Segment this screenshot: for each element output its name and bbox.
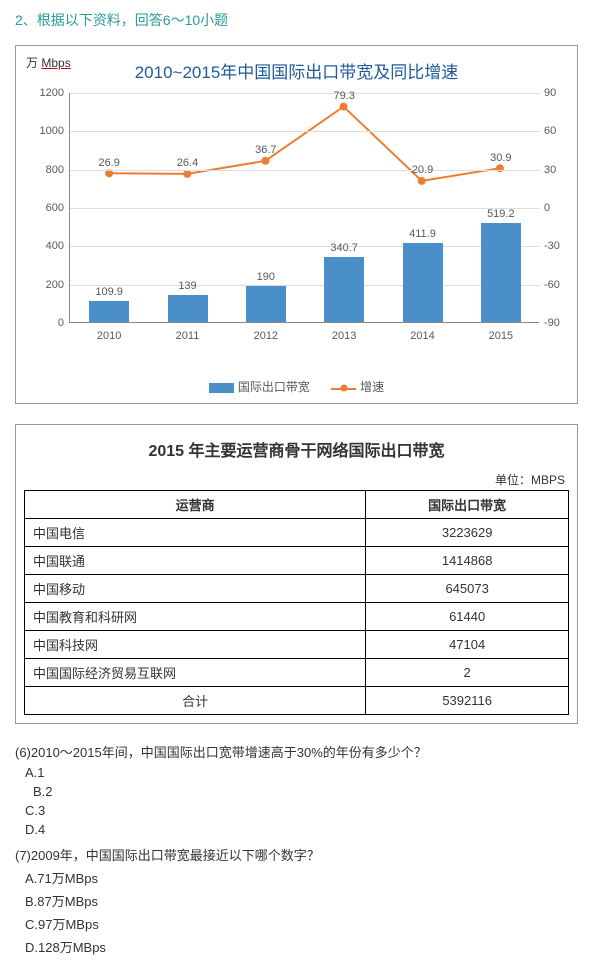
cell: 5392116: [366, 687, 569, 715]
bar-label: 190: [236, 271, 296, 283]
y-axis-left: 120010008006004002000: [34, 93, 64, 323]
table-total-row: 合计5392116: [25, 687, 569, 715]
cell: 中国移动: [25, 575, 366, 603]
bar: [168, 295, 208, 322]
cell: 3223629: [366, 519, 569, 547]
table-row: 中国电信3223629: [25, 519, 569, 547]
table-row: 中国教育和科研网61440: [25, 603, 569, 631]
line-point-label: 79.3: [333, 90, 354, 102]
table-unit: 单位：MBPS: [24, 471, 569, 488]
table-row: 中国国际经济贸易互联网2: [25, 659, 569, 687]
cell: 中国教育和科研网: [25, 603, 366, 631]
x-label: 2015: [471, 330, 531, 342]
table-row: 中国移动645073: [25, 575, 569, 603]
x-label: 2012: [236, 330, 296, 342]
legend-bar-label: 国际出口带宽: [238, 380, 310, 394]
option: D.4: [25, 822, 578, 837]
cell: 合计: [25, 687, 366, 715]
question-6: (6)2010～2015年间，中国国际出口宽带增速高于30%的年份有多少个？: [15, 742, 578, 761]
chart-title: 2010~2015年中国国际出口带宽及同比增速: [24, 58, 569, 83]
cell: 1414868: [366, 547, 569, 575]
y-axis-right: 9060300-30-60-90: [544, 93, 569, 323]
chart-legend: 国际出口带宽 增速: [24, 378, 569, 395]
x-label: 2013: [314, 330, 374, 342]
option: D.128万MBps: [25, 937, 578, 956]
line-point-label: 26.9: [98, 157, 119, 169]
y-axis-unit: 万 Mbps: [26, 54, 71, 71]
bar: [246, 286, 286, 322]
option: C.97万MBps: [25, 914, 578, 933]
bar-label: 340.7: [314, 242, 374, 254]
bar-label: 519.2: [471, 208, 531, 220]
bar: [403, 243, 443, 322]
bar: [481, 223, 521, 323]
table-header: 运营商: [25, 491, 366, 519]
bar-label: 139: [158, 280, 218, 292]
bandwidth-chart: 万 Mbps 2010~2015年中国国际出口带宽及同比增速 120010008…: [15, 45, 578, 404]
cell: 中国科技网: [25, 631, 366, 659]
operator-table-section: 2015 年主要运营商骨干网络国际出口带宽 单位：MBPS 运营商 国际出口带宽…: [15, 424, 578, 724]
line-point-label: 30.9: [490, 152, 511, 164]
cell: 47104: [366, 631, 569, 659]
legend-bar-icon: [209, 383, 234, 393]
bar-label: 411.9: [393, 228, 453, 240]
x-label: 2010: [79, 330, 139, 342]
line-point-label: 20.9: [412, 164, 433, 176]
cell: 中国电信: [25, 519, 366, 547]
cell: 61440: [366, 603, 569, 631]
option: A.71万MBps: [25, 868, 578, 887]
table-title: 2015 年主要运营商骨干网络国际出口带宽: [24, 437, 569, 461]
plot-area: 109.9201026.9139201126.4190201236.7340.7…: [69, 93, 539, 323]
table-header: 国际出口带宽: [366, 491, 569, 519]
bar: [89, 301, 129, 322]
line-point-label: 26.4: [177, 157, 198, 169]
option: B.2: [33, 784, 578, 799]
table-row: 中国联通1414868: [25, 547, 569, 575]
x-label: 2011: [158, 330, 218, 342]
bar: [324, 257, 364, 322]
cell: 中国国际经济贸易互联网: [25, 659, 366, 687]
cell: 中国联通: [25, 547, 366, 575]
x-label: 2014: [393, 330, 453, 342]
bar-label: 109.9: [79, 286, 139, 298]
operator-table: 运营商 国际出口带宽 中国电信3223629中国联通1414868中国移动645…: [24, 490, 569, 715]
section-title: 2、根据以下资料，回答6～10小题: [15, 10, 578, 30]
option: A.1: [25, 765, 578, 780]
legend-line-label: 增速: [360, 380, 384, 394]
table-row: 中国科技网47104: [25, 631, 569, 659]
line-point-label: 36.7: [255, 144, 276, 156]
question-7: (7)2009年，中国国际出口带宽最接近以下哪个数字？: [15, 845, 578, 864]
option: C.3: [25, 803, 578, 818]
cell: 2: [366, 659, 569, 687]
cell: 645073: [366, 575, 569, 603]
